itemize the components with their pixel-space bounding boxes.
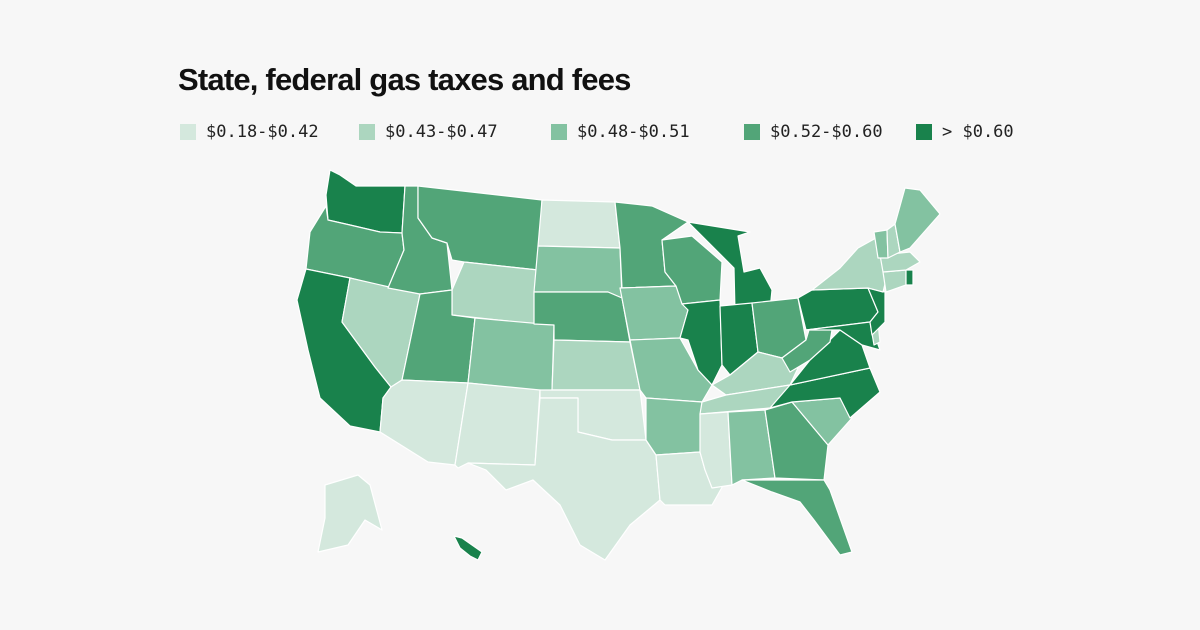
legend-swatch-bin-2 — [551, 124, 567, 140]
state-al[interactable] — [727, 409, 776, 486]
state-wy[interactable] — [451, 261, 539, 325]
state-ct[interactable] — [882, 269, 907, 293]
state-fl[interactable] — [741, 479, 853, 556]
legend-item-bin-3: $0.52-$0.60 — [744, 122, 883, 142]
legend-item-bin-2: $0.48-$0.51 — [551, 122, 690, 142]
state-sd[interactable] — [533, 245, 623, 299]
state-hi[interactable] — [453, 535, 483, 561]
state-nc[interactable] — [769, 367, 881, 419]
state-az[interactable] — [379, 379, 469, 466]
state-nj[interactable] — [867, 287, 886, 336]
state-ak[interactable] — [317, 474, 383, 553]
legend-swatch-bin-1 — [359, 124, 375, 140]
state-co[interactable] — [467, 317, 555, 393]
state-mo[interactable] — [629, 337, 713, 403]
legend-label-bin-0: $0.18-$0.42 — [206, 122, 319, 142]
legend-label-bin-3: $0.52-$0.60 — [770, 122, 883, 142]
chart-title: State, federal gas taxes and fees — [178, 62, 631, 97]
state-tx[interactable] — [467, 397, 661, 561]
legend-item-bin-0: $0.18-$0.42 — [180, 122, 319, 142]
legend-swatch-bin-4 — [916, 124, 932, 140]
state-ar[interactable] — [645, 397, 703, 456]
state-md[interactable] — [805, 321, 881, 351]
legend-swatch-bin-0 — [180, 124, 196, 140]
state-wv[interactable] — [781, 319, 833, 373]
state-ia[interactable] — [619, 285, 689, 341]
state-ks[interactable] — [551, 339, 641, 391]
state-me[interactable] — [894, 187, 941, 253]
legend-item-bin-4: > $0.60 — [916, 122, 1014, 142]
legend-item-bin-1: $0.43-$0.47 — [359, 122, 498, 142]
legend-label-bin-4: > $0.60 — [942, 122, 1014, 142]
state-ri[interactable] — [905, 269, 914, 286]
legend-label-bin-2: $0.48-$0.51 — [577, 122, 690, 142]
state-nd[interactable] — [537, 199, 621, 249]
legend-swatch-bin-3 — [744, 124, 760, 140]
legend-label-bin-1: $0.43-$0.47 — [385, 122, 498, 142]
state-mi[interactable] — [687, 221, 773, 313]
state-nm[interactable] — [454, 382, 541, 469]
